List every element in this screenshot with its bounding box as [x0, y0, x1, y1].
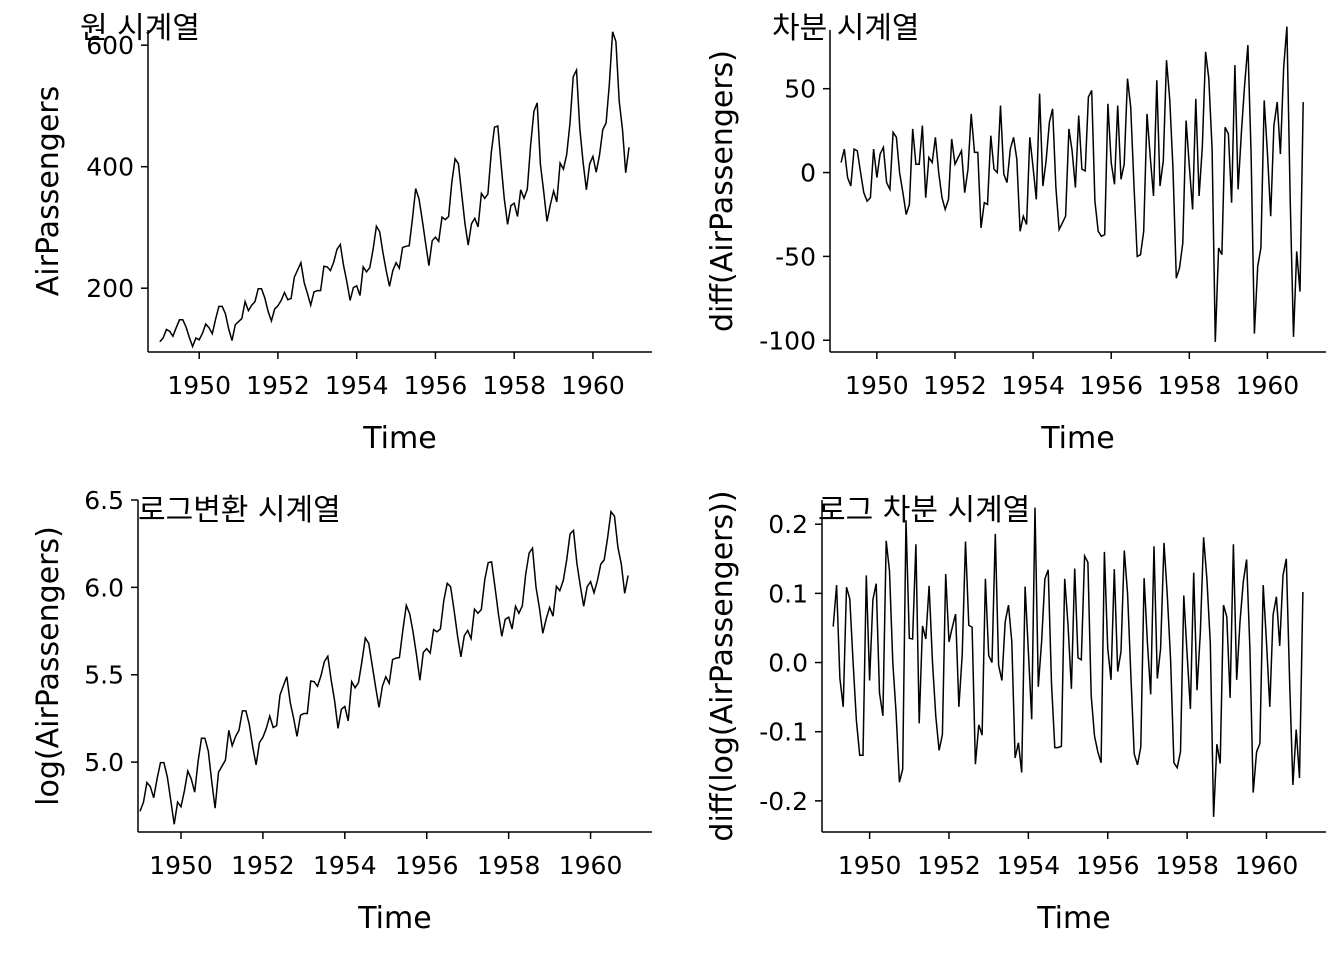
x-axis-label: Time: [1036, 901, 1110, 936]
y-tick-label: 200: [86, 274, 134, 303]
y-tick-label: 0.2: [768, 510, 808, 539]
x-tick-label: 1956: [404, 371, 468, 400]
y-axis-label: log(AirPassengers): [31, 526, 66, 806]
series-line: [832, 507, 1304, 817]
x-tick-label: 1958: [477, 851, 541, 880]
x-tick-label: 1950: [167, 371, 231, 400]
y-axis-label: AirPassengers: [31, 86, 66, 297]
x-tick-label: 1952: [231, 851, 295, 880]
panel-title: 로그 차분 시계열: [818, 493, 1030, 528]
series-line: [139, 509, 629, 825]
panel-3: 5.0 5.5 6.0 6.5 1950 1952 1954 1956 1958 1960 Time…: [31, 486, 652, 936]
y-axis-label: diff(log(AirPassengers)): [705, 490, 740, 841]
x-axis-label: Time: [1040, 421, 1114, 456]
panel-title: 차분 시계열: [772, 11, 920, 46]
y-tick-label: 0.0: [768, 649, 808, 678]
x-tick-label: 1958: [1155, 851, 1219, 880]
panel-title: 원 시계열: [80, 11, 200, 46]
panel-1: 200 400 600 1950 1952 1954 1956 1958 1960 Time Air…: [31, 11, 652, 456]
panel-2: 50 0 -50 -100 1950 1952 1954 1956 1958 1960 Time di…: [705, 11, 1326, 456]
y-tick-label: 6.0: [84, 573, 124, 602]
x-tick-label: 1960: [559, 851, 623, 880]
y-tick-label: -50: [775, 242, 816, 271]
y-tick-label: -100: [759, 326, 816, 355]
x-tick-label: 1956: [1079, 371, 1143, 400]
y-tick-label: 6.5: [84, 486, 124, 515]
panel-title: 로그변환 시계열: [138, 493, 341, 528]
x-tick-label: 1956: [1076, 851, 1140, 880]
series-line: [159, 31, 630, 349]
x-tick-label: 1954: [997, 851, 1061, 880]
x-tick-label: 1952: [917, 851, 981, 880]
x-tick-label: 1960: [561, 371, 625, 400]
y-tick-label: 0.1: [768, 579, 808, 608]
x-tick-label: 1956: [395, 851, 459, 880]
x-tick-label: 1960: [1236, 371, 1300, 400]
y-tick-label: 400: [86, 153, 134, 182]
x-tick-label: 1954: [313, 851, 377, 880]
y-tick-label: -0.1: [759, 718, 808, 747]
series-line: [840, 26, 1304, 342]
x-tick-label: 1952: [246, 371, 310, 400]
y-tick-label: 600: [86, 31, 134, 60]
x-axis-label: Time: [362, 421, 436, 456]
x-tick-label: 1950: [149, 851, 213, 880]
x-tick-label: 1958: [1157, 371, 1221, 400]
y-tick-label: 50: [784, 75, 816, 104]
y-tick-label: 0: [800, 159, 816, 188]
y-tick-label: -0.2: [759, 787, 808, 816]
x-tick-label: 1950: [838, 851, 902, 880]
x-tick-label: 1954: [325, 371, 389, 400]
x-tick-label: 1960: [1235, 851, 1299, 880]
y-tick-label: 5.0: [84, 748, 124, 777]
x-tick-label: 1954: [1001, 371, 1065, 400]
x-axis-label: Time: [357, 901, 431, 936]
y-axis-label: diff(AirPassengers): [705, 50, 740, 332]
x-tick-label: 1952: [923, 371, 987, 400]
x-tick-label: 1950: [845, 371, 909, 400]
x-tick-label: 1958: [482, 371, 546, 400]
panel-4: 0.2 0.1 0.0 -0.1 -0.2 1950 1952 1954 1956 1958 196…: [705, 490, 1326, 936]
y-tick-label: 5.5: [84, 661, 124, 690]
